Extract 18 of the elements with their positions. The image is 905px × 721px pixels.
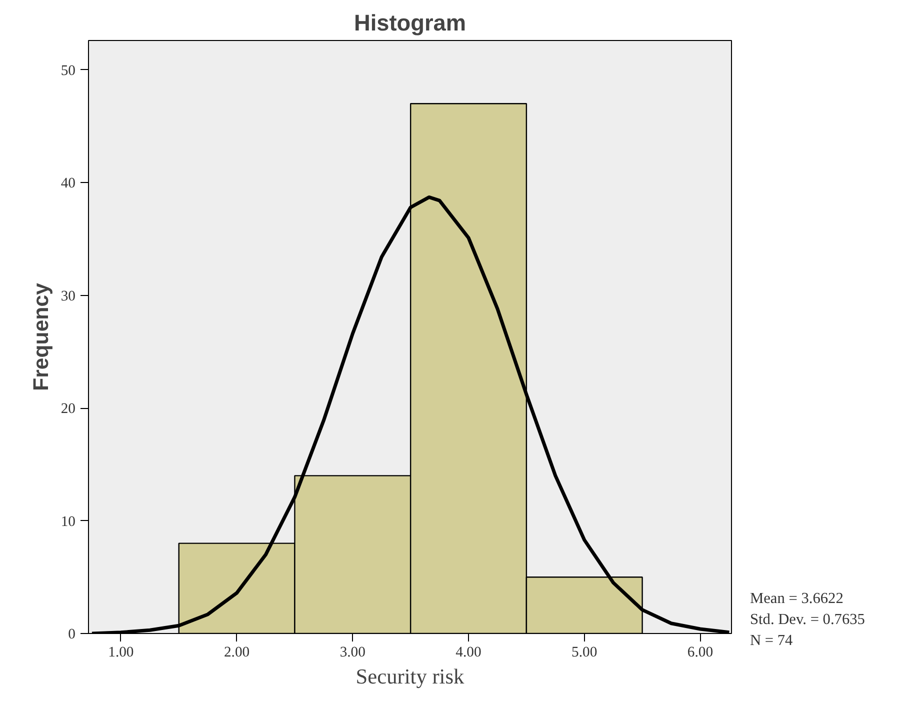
x-tick-label: 6.00 (687, 644, 714, 660)
x-tick-label: 5.00 (572, 644, 598, 660)
x-tick-label: 4.00 (456, 644, 482, 660)
text: Mean = 3.6622 (750, 589, 844, 609)
text: Std. Dev. = 0.7635 (750, 610, 865, 630)
y-tick-label: 40 (60, 176, 76, 192)
x-tick-label: 1.00 (108, 644, 134, 660)
text: N = 74 (750, 631, 794, 651)
chart-title: Histogram (354, 10, 466, 36)
x-tick-label: 3.00 (340, 644, 366, 660)
y-tick-label: 0 (68, 626, 76, 642)
y-tick-label: 30 (60, 288, 76, 304)
x-axis-title: Security risk (356, 664, 465, 688)
y-tick-label: 10 (60, 514, 76, 530)
y-tick-label: 50 (60, 62, 76, 79)
x-tick-label: 2.00 (224, 644, 250, 660)
y-tick-label: 20 (60, 401, 76, 418)
y-axis-title: Frequency (28, 282, 53, 391)
